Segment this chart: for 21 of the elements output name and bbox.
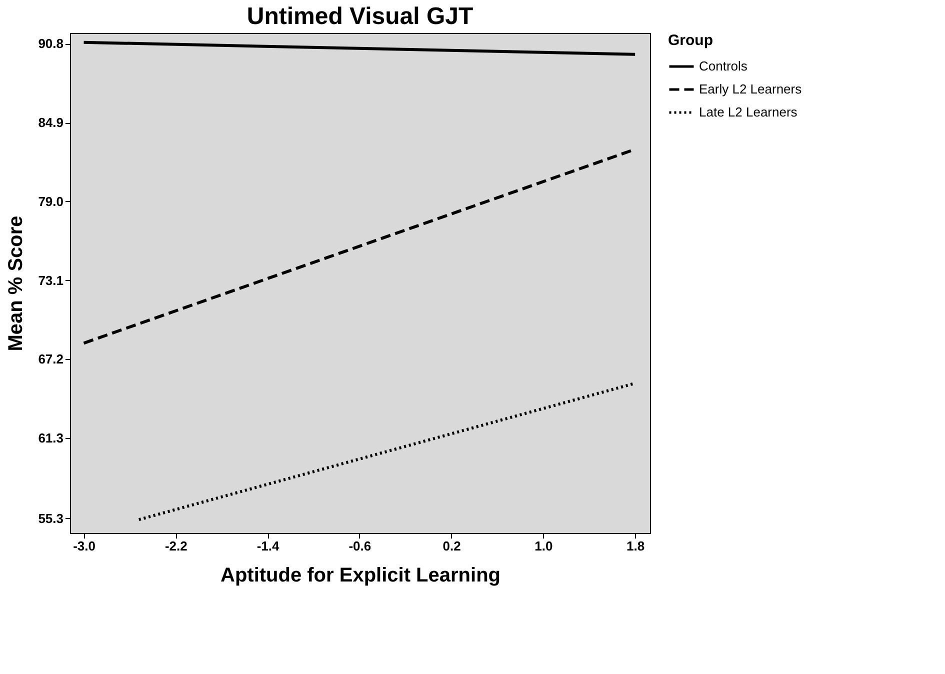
legend-title: Group	[668, 32, 713, 49]
legend-label: Late L2 Learners	[699, 104, 798, 120]
x-tick-label: -2.2	[164, 538, 188, 554]
legend-label: Controls	[699, 58, 748, 74]
y-axis-title: Mean % Score	[5, 216, 28, 352]
y-tick-label: 67.2	[38, 352, 64, 367]
y-tick-label: 73.1	[38, 272, 64, 288]
x-tick-label: -1.4	[256, 538, 280, 554]
y-tick-label: 61.3	[38, 430, 64, 446]
y-tick-label: 79.0	[38, 194, 64, 209]
x-axis-title: Aptitude for Explicit Learning	[220, 564, 501, 586]
y-tick-label: 55.3	[38, 510, 64, 526]
x-tick-label: -3.0	[73, 538, 96, 554]
chart-title: Untimed Visual GJT	[246, 3, 474, 30]
x-tick-label: 1.8	[626, 538, 645, 554]
legend-label: Early L2 Learners	[699, 82, 802, 96]
x-tick-label: 0.2	[442, 538, 461, 554]
x-tick-label: 1.0	[534, 538, 553, 554]
y-tick-label: 84.9	[38, 115, 64, 130]
x-tick-label: -0.6	[348, 538, 372, 554]
y-tick-label: 90.8	[38, 36, 64, 52]
